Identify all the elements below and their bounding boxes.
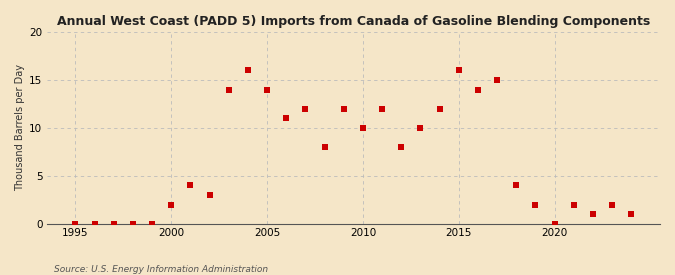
Point bbox=[377, 106, 387, 111]
Point bbox=[300, 106, 310, 111]
Point bbox=[89, 222, 100, 226]
Point bbox=[204, 193, 215, 197]
Point bbox=[434, 106, 445, 111]
Point bbox=[262, 87, 273, 92]
Text: Source: U.S. Energy Information Administration: Source: U.S. Energy Information Administ… bbox=[54, 265, 268, 274]
Point bbox=[511, 183, 522, 188]
Point bbox=[319, 145, 330, 149]
Point bbox=[146, 222, 157, 226]
Point bbox=[530, 202, 541, 207]
Point bbox=[415, 126, 426, 130]
Title: Annual West Coast (PADD 5) Imports from Canada of Gasoline Blending Components: Annual West Coast (PADD 5) Imports from … bbox=[57, 15, 650, 28]
Point bbox=[70, 222, 81, 226]
Point bbox=[491, 78, 502, 82]
Point bbox=[549, 222, 560, 226]
Point bbox=[108, 222, 119, 226]
Point bbox=[568, 202, 579, 207]
Point bbox=[587, 212, 598, 216]
Point bbox=[128, 222, 138, 226]
Point bbox=[185, 183, 196, 188]
Point bbox=[242, 68, 253, 73]
Point bbox=[166, 202, 177, 207]
Point bbox=[396, 145, 406, 149]
Point bbox=[472, 87, 483, 92]
Y-axis label: Thousand Barrels per Day: Thousand Barrels per Day bbox=[15, 64, 25, 191]
Point bbox=[454, 68, 464, 73]
Point bbox=[223, 87, 234, 92]
Point bbox=[281, 116, 292, 120]
Point bbox=[338, 106, 349, 111]
Point bbox=[358, 126, 369, 130]
Point bbox=[607, 202, 618, 207]
Point bbox=[626, 212, 637, 216]
